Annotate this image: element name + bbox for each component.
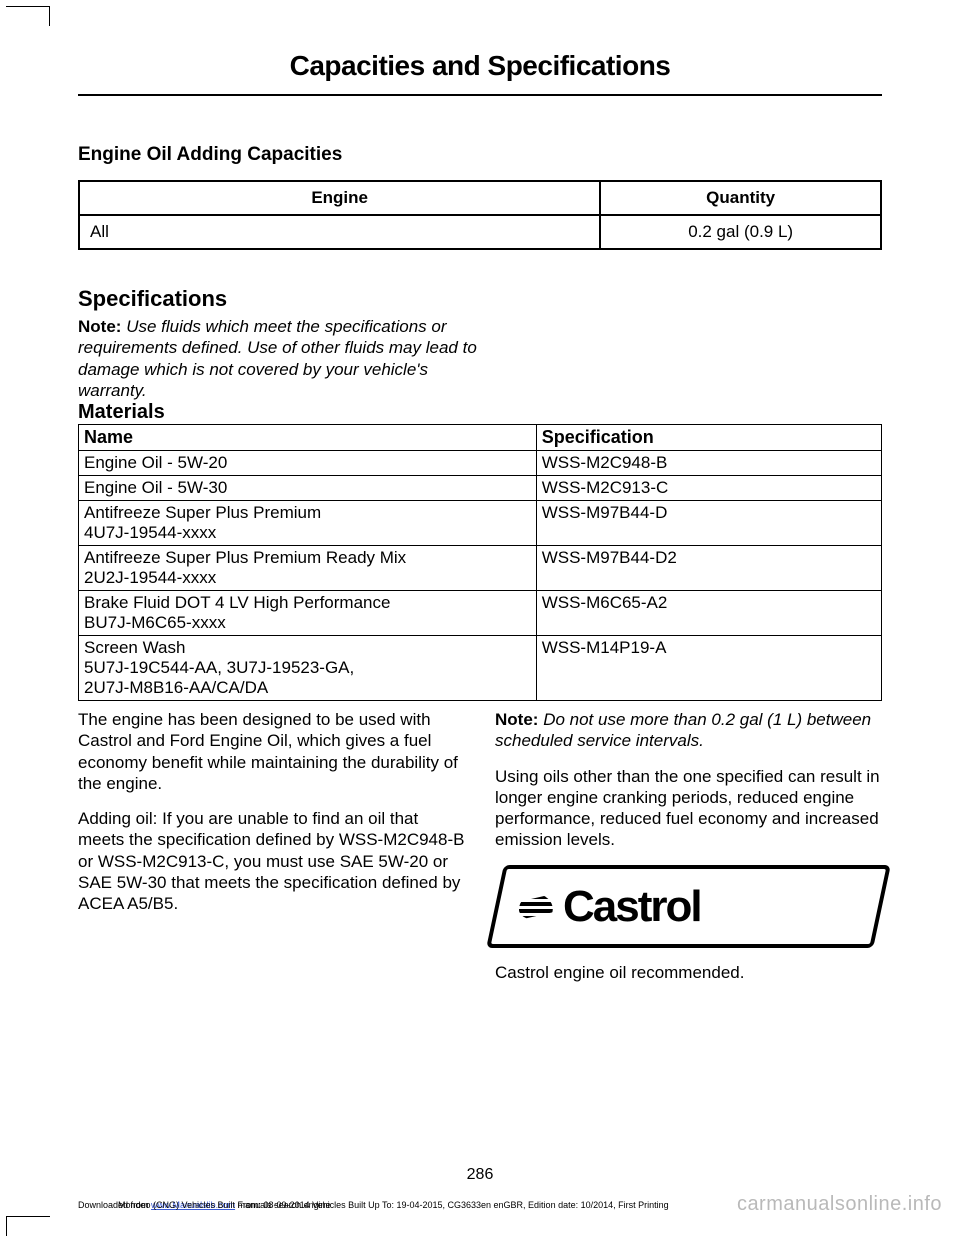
- specifications-note: Note: Use fluids which meet the specific…: [78, 316, 478, 401]
- cell-name: Engine Oil - 5W-30: [79, 476, 537, 501]
- table-row: Engine Oil - 5W-20WSS-M2C948-B: [79, 451, 882, 476]
- table-row: All 0.2 gal (0.9 L): [79, 215, 881, 249]
- header-name: Name: [79, 425, 537, 451]
- note-label: Note:: [78, 317, 121, 336]
- cell-spec: WSS-M2C948-B: [536, 451, 881, 476]
- watermark: carmanualsonline.info: [737, 1193, 942, 1216]
- page-content: Capacities and Specifications Engine Oil…: [0, 0, 960, 1037]
- note-text: Use fluids which meet the specifications…: [78, 317, 477, 400]
- table-row: Antifreeze Super Plus Premium Ready Mix …: [79, 546, 882, 591]
- cell-name: Antifreeze Super Plus Premium Ready Mix …: [79, 546, 537, 591]
- cell-engine: All: [79, 215, 600, 249]
- cell-name: Antifreeze Super Plus Premium 4U7J-19544…: [79, 501, 537, 546]
- section-title-specifications: Specifications: [78, 286, 882, 312]
- chapter-title: Capacities and Specifications: [78, 50, 882, 96]
- table-header-row: Name Specification: [79, 425, 882, 451]
- castrol-logo: Castrol: [486, 865, 891, 948]
- cell-quantity: 0.2 gal (0.9 L): [600, 215, 881, 249]
- table-row: Screen Wash 5U7J-19C544-AA, 3U7J-19523-G…: [79, 636, 882, 701]
- table-header-row: Engine Quantity: [79, 181, 881, 215]
- footer-meta: Mondeo (CNG) Vehicles Built From: 08-09-…: [118, 1200, 669, 1210]
- body-paragraph: Adding oil: If you are unable to find an…: [78, 808, 465, 914]
- note-label: Note:: [495, 710, 538, 729]
- cell-name: Screen Wash 5U7J-19C544-AA, 3U7J-19523-G…: [79, 636, 537, 701]
- castrol-wordmark: Castrol: [563, 879, 701, 934]
- header-engine: Engine: [79, 181, 600, 215]
- table-row: Brake Fluid DOT 4 LV High Performance BU…: [79, 591, 882, 636]
- cell-spec: WSS-M97B44-D: [536, 501, 881, 546]
- right-column: Note: Do not use more than 0.2 gal (1 L)…: [495, 709, 882, 997]
- body-paragraph: Using oils other than the one specified …: [495, 766, 882, 851]
- body-paragraph: Castrol engine oil recommended.: [495, 962, 882, 983]
- cell-name: Engine Oil - 5W-20: [79, 451, 537, 476]
- page-number: 286: [0, 1166, 960, 1184]
- cell-spec: WSS-M2C913-C: [536, 476, 881, 501]
- header-spec: Specification: [536, 425, 881, 451]
- footer-text: Mondeo (CNG) Vehicles Built From: 08-09-…: [78, 1200, 331, 1210]
- left-column: The engine has been designed to be used …: [78, 709, 465, 997]
- table-row: Antifreeze Super Plus Premium 4U7J-19544…: [79, 501, 882, 546]
- cell-name: Brake Fluid DOT 4 LV High Performance BU…: [79, 591, 537, 636]
- engine-oil-capacity-table: Engine Quantity All 0.2 gal (0.9 L): [78, 180, 882, 250]
- header-quantity: Quantity: [600, 181, 881, 215]
- cell-spec: WSS-M6C65-A2: [536, 591, 881, 636]
- castrol-flag-icon: [519, 893, 553, 919]
- materials-table: Name Specification Engine Oil - 5W-20WSS…: [78, 424, 882, 701]
- note-text: Do not use more than 0.2 gal (1 L) betwe…: [495, 710, 871, 750]
- section-title-engine-oil: Engine Oil Adding Capacities: [78, 144, 882, 166]
- body-note: Note: Do not use more than 0.2 gal (1 L)…: [495, 709, 882, 752]
- cell-spec: WSS-M14P19-A: [536, 636, 881, 701]
- body-two-column: The engine has been designed to be used …: [78, 709, 882, 997]
- materials-title: Materials: [78, 401, 882, 424]
- table-row: Engine Oil - 5W-30WSS-M2C913-C: [79, 476, 882, 501]
- body-paragraph: The engine has been designed to be used …: [78, 709, 465, 794]
- crop-mark-bottom-left: [6, 1216, 50, 1236]
- cell-spec: WSS-M97B44-D2: [536, 546, 881, 591]
- crop-mark-top-left: [6, 6, 50, 26]
